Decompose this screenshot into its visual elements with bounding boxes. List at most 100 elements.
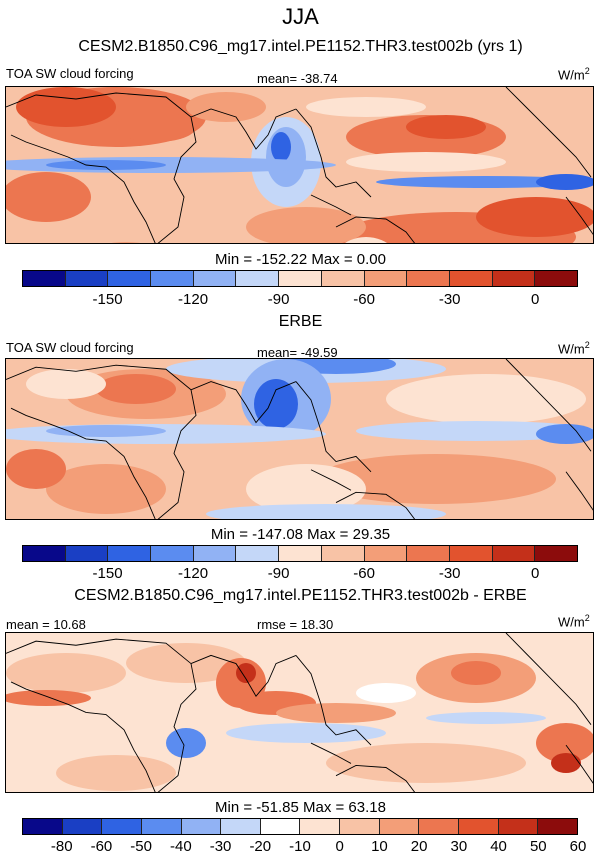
cloud-forcing-region [246,207,366,243]
coastline-segment [310,469,352,491]
colorbar-segment [379,819,420,834]
cloud-forcing-region [6,653,126,693]
diff-title: CESM2.B1850.C96_mg17.intel.PE1152.THR3.t… [74,587,527,604]
panel2-units: W/m2 [558,340,590,357]
coastline-segment [10,681,156,792]
coastlines [6,359,593,519]
colorbar-tick-label: 20 [410,838,428,855]
coastline-segment [10,134,156,243]
panel3-colorbar-ticks: -80-60-50-40-30-20-10010203040506080 [22,838,586,856]
cloud-forcing-region [386,374,586,424]
coastline-segment [295,108,372,198]
colorbar-segment [364,546,408,561]
coastline-segment [6,92,197,243]
coastline-segment [190,381,297,424]
colorbar-segment [407,271,450,286]
panel2-colorbar-ticks: -150-120-90-60-30030 [22,565,578,583]
colorbar-segment [449,546,493,561]
cloud-forcing-region [276,703,396,723]
colorbar-segment [498,819,539,834]
colorbar-tick-label: -90 [267,291,290,308]
cloud-forcing-region [26,369,106,399]
colorbar-tick-label: -80 [50,838,73,855]
colorbar-segment [364,271,408,286]
panel1-minmax: Min = -152.22 Max = 0.00 [215,251,386,268]
colorbar-tick-label: 0 [531,565,540,582]
colorbar-tick-label: -150 [92,291,123,308]
colorbar-segment [492,546,536,561]
cloud-forcing-region [426,712,546,724]
colorbar-tick-label: -40 [170,838,192,855]
cloud-forcing-region [326,743,526,783]
colorbar-tick-label: -60 [353,565,375,582]
colorbar-segment [236,271,280,286]
colorbar-tick-label: 40 [490,838,507,855]
coastline-segment [295,655,372,746]
cloud-forcing-region [476,197,593,237]
panel2-map [5,358,594,520]
coastline-segment [310,742,352,764]
colorbar-segment [62,819,103,834]
coastlines [6,633,593,792]
figure-title: JJA [282,4,319,29]
panel1-variable: TOA SW cloud forcing [6,66,134,81]
panel2-mean: mean= -49.59 [257,345,338,360]
colorbar-tick-label: -90 [267,565,290,582]
panel1-colorbar [22,270,578,287]
cloud-forcing-region [46,464,166,514]
colorbar-tick-label: -30 [438,565,461,582]
cloud-forcing-region [356,683,416,703]
colorbar-segment [419,819,460,834]
colorbar-segment [23,819,63,834]
cloud-forcing-region [46,160,166,170]
panel1-colorbar-ticks: -150-120-90-60-30030 [22,291,578,309]
colorbar-segment [459,819,499,834]
panel1-units: W/m2 [558,66,590,83]
obs-title: ERBE [278,313,323,330]
cloud-forcing-region [551,753,581,773]
cloud-forcing-region [186,92,266,122]
colorbar-segment [449,271,493,286]
coastline-segment [190,654,297,697]
coastline-segment [335,216,416,243]
cloud-forcing-region [536,723,593,763]
case-title: CESM2.B1850.C96_mg17.intel.PE1152.THR3.t… [78,38,523,55]
cloud-forcing-region [316,454,556,504]
colorbar-segment [492,271,536,286]
panel2-minmax: Min = -147.08 Max = 29.35 [210,526,391,543]
cloud-forcing-region [206,504,446,519]
cloud-forcing-region [536,174,593,190]
coastline-segment [565,196,593,235]
colorbar-tick-label: -30 [209,838,232,855]
colorbar-segment [538,819,577,834]
cloud-forcing-region [46,425,166,437]
colorbar-tick-label: -150 [92,565,123,582]
colorbar-segment [108,271,152,286]
colorbar-segment [193,546,237,561]
colorbar-tick-label: -120 [178,291,209,308]
colorbar-segment [151,546,194,561]
colorbar-segment [300,819,341,834]
cloud-forcing-region [536,424,593,444]
colorbar-segment [260,819,301,834]
cloud-forcing-region [126,643,246,683]
panel1-map [5,86,594,244]
panel3-map [5,632,594,793]
coastline-segment [335,765,416,792]
colorbar-tick-label: 0 [531,291,540,308]
colorbar-segment [23,271,66,286]
coastline-segment [295,381,372,473]
cloud-forcing-region [406,115,486,139]
cloud-forcing-region [346,152,506,172]
panel3-units: W/m2 [558,613,590,630]
panel2-map-field [6,359,593,519]
coastline-segment [505,359,592,452]
cloud-forcing-region [356,421,593,441]
colorbar-tick-label: 30 [450,838,468,855]
colorbar-segment [141,819,182,834]
colorbar-segment [279,271,322,286]
colorbar-segment [535,271,577,286]
cloud-forcing-region [116,112,196,142]
colorbar-tick-label: -30 [438,291,461,308]
cloud-forcing-region [111,242,141,243]
